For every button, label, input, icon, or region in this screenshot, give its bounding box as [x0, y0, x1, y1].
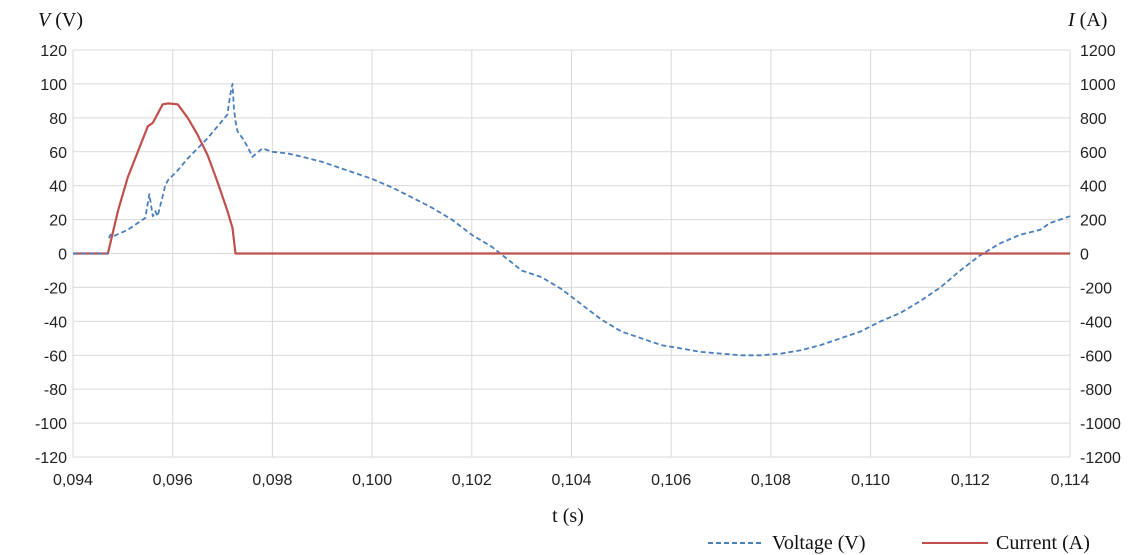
left-axis-title: V (V): [38, 9, 83, 31]
right-tick-label: 800: [1080, 111, 1107, 128]
right-tick-label: 600: [1080, 145, 1107, 162]
right-axis: 1200 1000 800 600 400 200 0 -200 -400 -600 -800 -10…: [1080, 43, 1121, 467]
right-tick-label: -1000: [1080, 416, 1121, 433]
right-tick-label: 400: [1080, 179, 1107, 196]
legend-voltage-label: Voltage (V): [772, 532, 866, 554]
right-tick-label: -400: [1080, 314, 1112, 331]
x-axis: 0,094 0,096 0,098 0,100 0,102 0,104 0,106 0,108…: [53, 472, 1090, 489]
right-tick-label: -200: [1080, 280, 1112, 297]
right-tick-label: -1200: [1080, 450, 1121, 467]
x-tick-label: 0,094: [53, 472, 93, 489]
left-tick-label: 0: [58, 247, 67, 264]
right-tick-label: -800: [1080, 382, 1112, 399]
right-tick-label: -600: [1080, 348, 1112, 365]
x-tick-label: 0,102: [452, 472, 492, 489]
x-tick-label: 0,110: [851, 472, 890, 489]
left-tick-label: -60: [44, 348, 67, 365]
right-tick-label: 200: [1080, 213, 1107, 230]
left-tick-label: -120: [35, 450, 67, 467]
left-tick-label: -100: [35, 416, 67, 433]
voltage-series-line: [108, 83, 1071, 357]
legend-current-label: Current (A): [996, 532, 1090, 554]
left-tick-label: -20: [44, 280, 67, 297]
right-tick-label: 0: [1080, 247, 1089, 264]
x-tick-label: 0,112: [951, 472, 990, 489]
right-axis-title: I (A): [1067, 9, 1107, 31]
right-axis-unit: (A): [1075, 9, 1108, 31]
current-series-line: [73, 102, 1070, 255]
left-tick-label: -80: [44, 382, 67, 399]
right-tick-label: 1200: [1080, 43, 1116, 60]
left-tick-label: 40: [49, 179, 67, 196]
left-axis-variable: V: [38, 9, 53, 31]
x-tick-label: 0,108: [751, 472, 791, 489]
left-tick-label: 120: [40, 43, 67, 60]
x-tick-label: 0,098: [252, 472, 292, 489]
left-tick-label: 100: [40, 77, 67, 94]
left-axis-unit: (V): [50, 9, 83, 31]
x-tick-label: 0,100: [352, 472, 392, 489]
right-axis-variable: I: [1067, 9, 1076, 31]
left-tick-label: 80: [49, 111, 67, 128]
legend: Voltage (V) Current (A): [708, 532, 1090, 554]
series-layer: [73, 83, 1071, 357]
x-tick-label: 0,096: [153, 472, 193, 489]
left-tick-label: 20: [49, 213, 67, 230]
left-axis: 120 100 80 60 40 20 0 -20 -40 -60 -80 -100 -120: [35, 43, 67, 467]
right-tick-label: 1000: [1080, 77, 1116, 94]
left-tick-label: 60: [49, 145, 67, 162]
left-tick-label: -40: [44, 314, 67, 331]
x-tick-label: 0,104: [551, 472, 591, 489]
x-axis-title: t (s): [552, 505, 584, 527]
x-tick-label: 0,106: [651, 472, 691, 489]
x-tick-label: 0,114: [1051, 472, 1090, 489]
